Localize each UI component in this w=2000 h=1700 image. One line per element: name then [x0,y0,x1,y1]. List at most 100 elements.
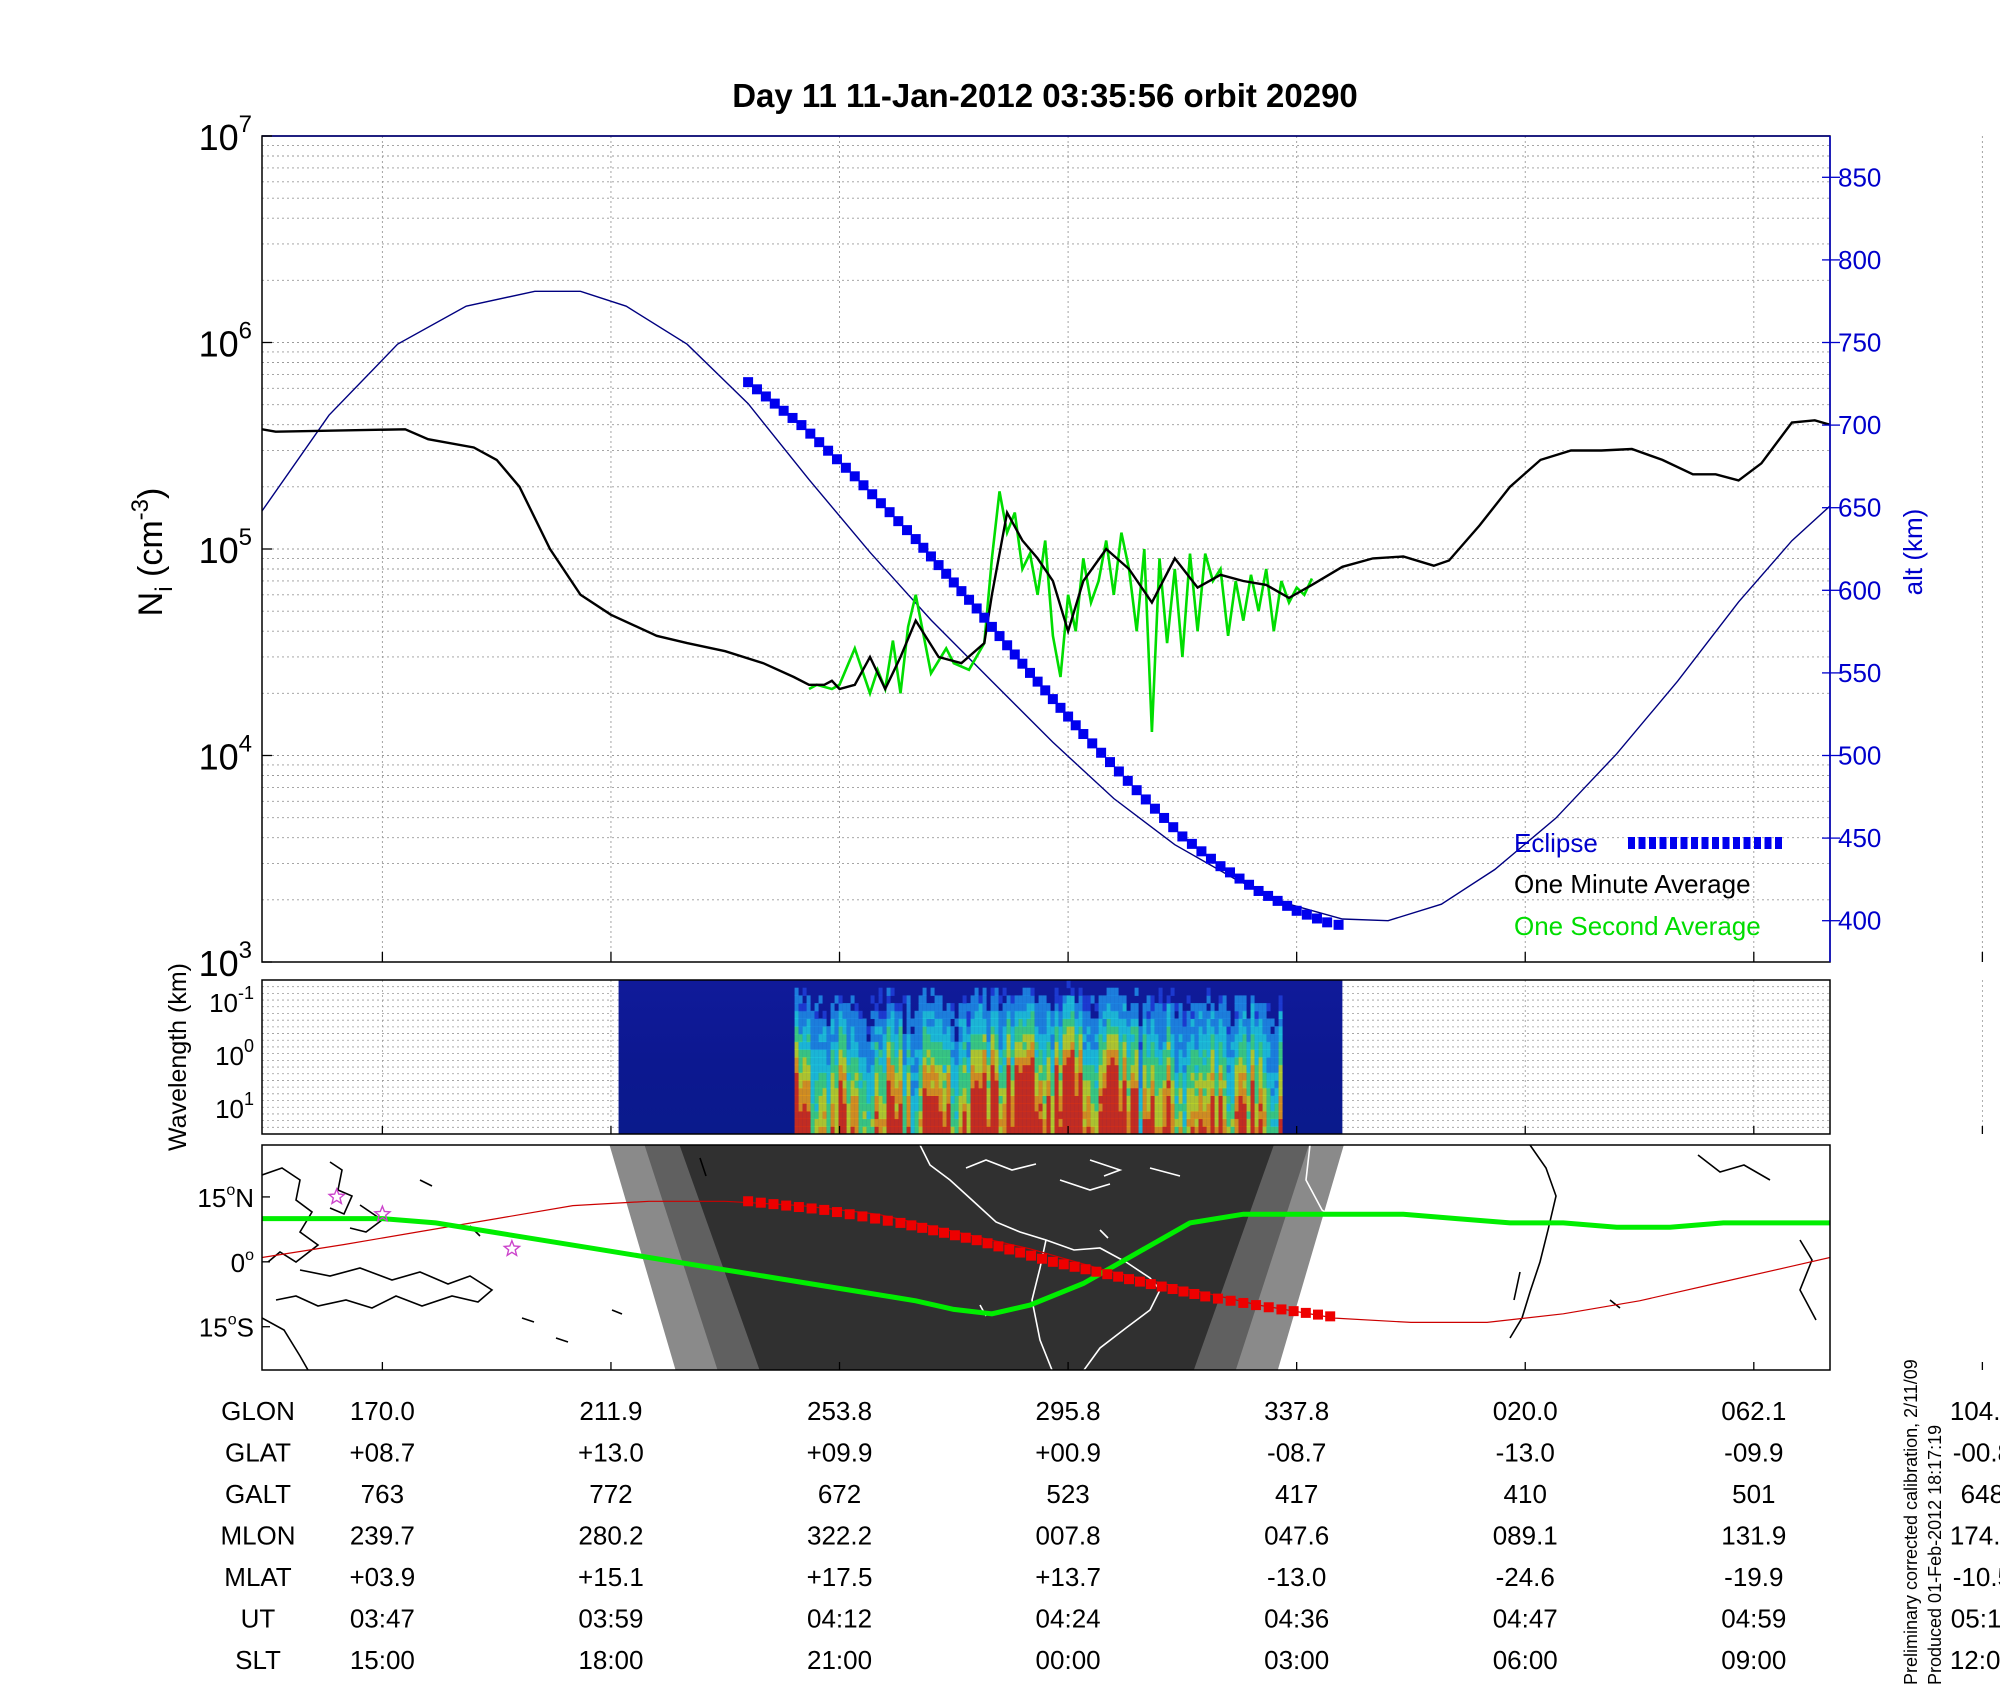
spectrogram-cell [966,1087,971,1096]
spectrogram-cell [1122,1049,1127,1058]
spectrogram-cell [838,1018,843,1027]
spectrogram-cell [862,1110,867,1120]
spectrogram-cell [910,1118,915,1127]
spectrogram-cell [882,1057,887,1066]
spectrogram-cell [1058,1057,1063,1066]
spectrogram-cell [1214,1018,1219,1027]
spectrogram-cell [1210,1126,1215,1134]
spectrogram-cell [830,1010,835,1019]
spectrogram-cell [794,1110,799,1120]
spectrogram-cell [1002,1095,1007,1104]
spectrogram-cell [1186,1010,1191,1019]
spectrogram-cell [834,1087,839,1096]
spectrogram-cell [818,1041,823,1050]
spectrogram-cell [882,1033,887,1043]
spectrogram-cell [1034,1057,1039,1066]
spectrogram-cell [1014,1026,1019,1035]
spectrogram-cell [1194,1103,1199,1112]
spectrogram-cell [930,1103,935,1112]
eclipse-marker [1205,853,1216,864]
spectrogram-cell [794,995,799,1004]
spectrogram-cell [966,1064,971,1073]
spectrogram-cell [1166,1087,1171,1096]
spectrogram-cell [1070,1110,1075,1120]
spectrogram-cell [1146,1087,1151,1096]
spectrogram-cell [1022,1126,1027,1134]
eclipse-marker [1149,803,1160,814]
spectrogram-cell [1202,1080,1207,1089]
spectrogram-cell [1146,1072,1151,1081]
spectrogram-cell [1054,1064,1059,1073]
spectrogram-cell [842,1003,847,1012]
spectrogram-cell [982,1110,987,1120]
spectrogram-cell [838,1072,843,1081]
spectrogram-cell [1138,1041,1143,1050]
spectrogram-cell [886,1033,891,1043]
spectrogram-cell [806,1026,811,1035]
spectrogram-cell [910,1064,915,1073]
spectrogram-cell [926,1041,931,1050]
spectrogram-cell [1026,1110,1031,1120]
eclipse-marker [1032,676,1043,687]
spectrogram-cell [1174,1126,1179,1134]
spectrogram-cell [898,1095,903,1104]
spectrogram-cell [1142,1010,1147,1019]
table-row-label: MLON [220,1521,295,1551]
one-second-average-line [808,491,1314,733]
spectrogram-cell [1250,1072,1255,1081]
spectrogram-cell [1206,1033,1211,1043]
spectrogram-cell [1046,1010,1051,1019]
spectrogram-cell [802,1033,807,1043]
spectrogram-cell [1222,1064,1227,1073]
spectrogram-cell [1078,1010,1083,1019]
spectrogram-cell [1046,1057,1051,1066]
spectrogram-cell [810,1057,815,1066]
spectrogram-cell [1042,1033,1047,1043]
spectrogram-cell [926,1087,931,1096]
spectrogram-cell [906,1057,911,1066]
spectrogram-cell [842,1041,847,1050]
spectrogram-cell [810,1049,815,1058]
spectrogram-cell [1270,1110,1275,1120]
spectrogram-cell [994,1087,999,1096]
spectrogram-cell [1178,1049,1183,1058]
spectrogram-cell [1154,1018,1159,1027]
spectrogram-cell [1206,1110,1211,1120]
spectrogram-cell [954,1080,959,1089]
spectrogram-cell [1202,1103,1207,1112]
spectrogram-cell [1126,1110,1131,1120]
spectrogram-cell [822,1010,827,1019]
spectrogram-cell [1274,1126,1279,1134]
spectrogram-cell [930,1110,935,1120]
spectrogram-cell [898,1010,903,1019]
spectrogram-cell [878,1041,883,1050]
spectrogram-cell [1094,1126,1099,1134]
spectrogram-cell [1210,1103,1215,1112]
spectrogram-cell [1270,1095,1275,1104]
spectrogram-cell [1130,1010,1135,1019]
spectrogram-cell [958,1126,963,1134]
spectrogram-cell [854,1080,859,1089]
spectrogram-cell [906,995,911,1004]
spectrogram-cell [1186,1033,1191,1043]
one-minute-average-line [262,419,1830,692]
spectrogram-cell [1042,1049,1047,1058]
spectrogram-cell [974,1072,979,1081]
spectrogram-cell [1270,1080,1275,1089]
spectrogram-cell [1126,1057,1131,1066]
spectrogram-cell [1150,1057,1155,1066]
spectrogram-cell [1142,1041,1147,1050]
spectrogram-cell [886,1087,891,1096]
spectrogram-cell [1242,1018,1247,1027]
spectrogram-cell [998,1080,1003,1089]
density-y-tick-label: 105 [199,524,252,571]
spectrogram-cell [850,1072,855,1081]
spectrogram-cell [846,1026,851,1035]
spectrogram-cell [1242,1010,1247,1019]
spectrogram-cell [842,1080,847,1089]
spectrogram-cell [1030,1080,1035,1089]
spectrogram-cell [1154,1003,1159,1012]
spectrogram-cell [1118,995,1123,1004]
spectrogram-cell [1230,1095,1235,1104]
